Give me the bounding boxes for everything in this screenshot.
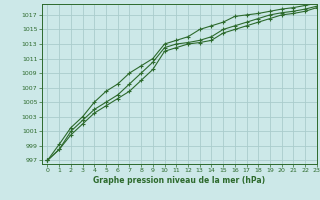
- X-axis label: Graphe pression niveau de la mer (hPa): Graphe pression niveau de la mer (hPa): [93, 176, 265, 185]
